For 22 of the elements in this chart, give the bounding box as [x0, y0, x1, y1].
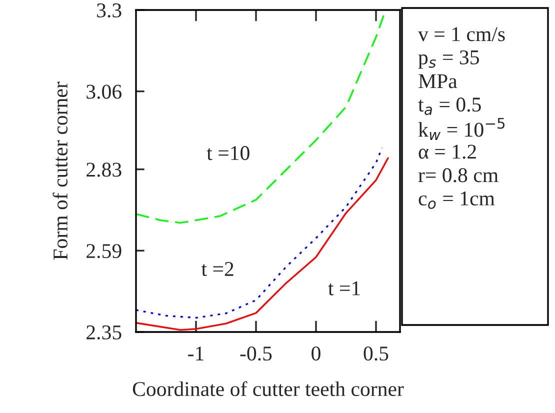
y-tick-label: 2.83 — [86, 162, 122, 177]
text: t$_{a}$ = 0.5 — [418, 98, 481, 116]
annotation: t =1 — [328, 281, 360, 296]
x-tick-label: -1 — [188, 346, 204, 360]
text: v = 1 cm/s — [418, 27, 505, 42]
text: r= 0.8 cm — [418, 168, 498, 182]
annotation: t =10 — [206, 146, 250, 160]
text: MPa — [418, 74, 458, 88]
x-tick-label: 0.5 — [364, 346, 388, 361]
y-tick-label: 3.3 — [97, 3, 122, 18]
text: c$_{o}$ = 1cm — [418, 192, 495, 209]
x-axis-title: Coordinate of cutter teeth corner — [132, 381, 404, 396]
y-axis-title: Form of cutter corner — [52, 82, 68, 260]
y-tick-label: 2.59 — [86, 244, 122, 258]
x-tick-label: 0 — [312, 346, 320, 361]
text: p$_{s}$ = 35 — [418, 50, 479, 69]
y-tick-label: 3.06 — [86, 84, 122, 99]
x-tick-label: -0.5 — [240, 346, 272, 361]
text: k$_{w}$ = 10$^{−5}$ — [418, 118, 505, 140]
text: α = 1.2 — [418, 144, 476, 159]
annotation: t =2 — [201, 262, 234, 276]
y-tick-label: 2.35 — [86, 325, 122, 340]
